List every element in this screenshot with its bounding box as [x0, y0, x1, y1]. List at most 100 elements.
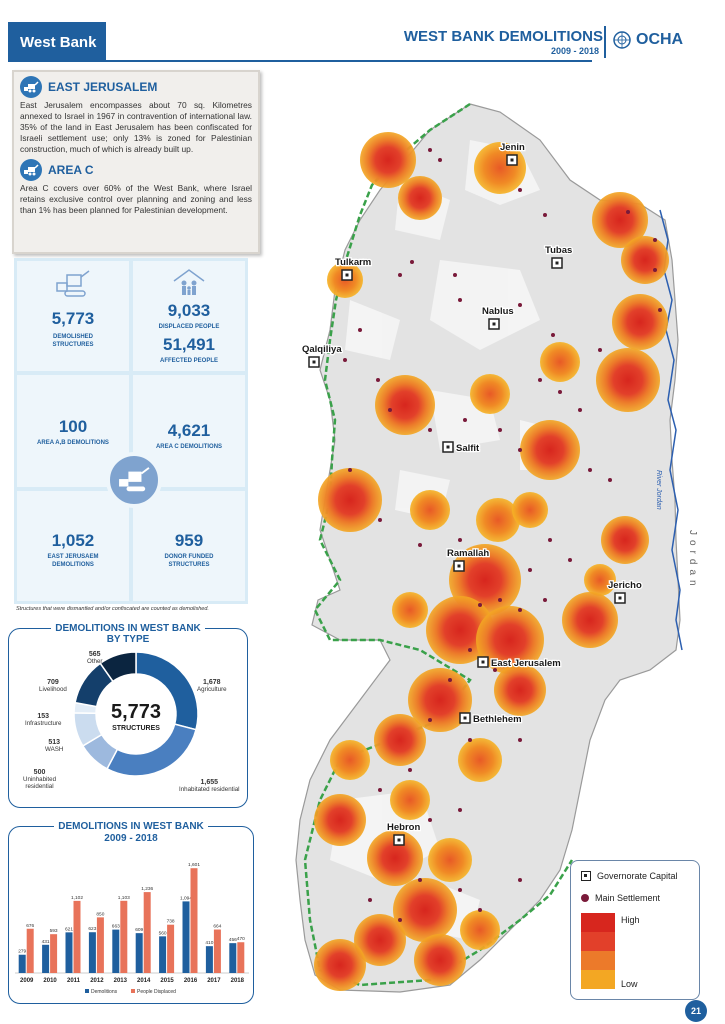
stat-displaced: 9,033 DISPLACED PEOPLE 51,491 AFFECTED P…	[133, 261, 245, 371]
bar-value-label: 431	[42, 939, 50, 945]
city-tulkarm: Tulkarm	[334, 256, 373, 281]
bar-demolitions	[205, 946, 213, 973]
bar-displaced	[237, 942, 245, 973]
stat-label: AREA C DEMOLITIONS	[155, 444, 223, 450]
donut-center-label: STRUCTURES	[112, 725, 160, 732]
un-emblem-icon	[613, 31, 631, 49]
bar-demolitions	[159, 936, 167, 973]
city-ramallah: Ramallah	[446, 547, 491, 572]
stats-grid: 5,773 DEMOLISHED STRUCTURES 9,033 DISPLA…	[14, 258, 248, 604]
legend-capital: Governorate Capital	[581, 871, 678, 881]
bar-value-label: 621	[65, 926, 73, 932]
bulldozer-icon	[20, 159, 42, 181]
svg-text:Bethlehem: Bethlehem	[473, 714, 522, 725]
bar-value-label: 279	[18, 949, 26, 955]
svg-text:Tulkarm: Tulkarm	[335, 257, 371, 268]
bar-value-label: 664	[213, 924, 221, 930]
bar-displaced	[50, 934, 58, 973]
bar-value-label: 850	[96, 911, 104, 917]
bar-tick-label: 2017	[207, 978, 221, 984]
stat-value: 5,773	[51, 309, 95, 328]
green-line	[303, 102, 574, 987]
bar-value-label: 470	[237, 936, 245, 942]
legend-low: Low	[621, 979, 638, 989]
slice-label-agriculture: 1,678 Agriculture	[197, 679, 227, 693]
bar-value-label: 1,103	[118, 895, 130, 901]
bar-value-label: 676	[26, 923, 34, 929]
donut-chart	[73, 651, 199, 777]
slice-label-infrastructure: 153 Infrastructure	[25, 713, 62, 727]
east-jerusalem-text: East Jerusalem encompasses about 70 sq. …	[20, 100, 252, 154]
svg-text:Jenin: Jenin	[500, 142, 525, 153]
svg-text:Qalqiliya: Qalqiliya	[302, 344, 342, 355]
svg-text:Ramallah: Ramallah	[447, 548, 489, 559]
stat-demolished: 5,773 DEMOLISHED STRUCTURES	[17, 261, 129, 371]
page-subtitle: 2009 - 2018	[550, 46, 599, 56]
bar-demolitions	[135, 933, 143, 973]
bar-demolitions	[88, 932, 96, 973]
stat-label: DISPLACED PEOPLE	[158, 324, 220, 330]
bar-tick-label: 2009	[20, 978, 34, 984]
slice-label-livelihood: 709 Livelihood	[39, 679, 67, 693]
stat-value: 959	[174, 531, 204, 550]
bar-legend-label: Demolitions	[91, 989, 118, 995]
city-jericho: Jericho	[607, 579, 643, 604]
city-salfit: Salfit	[442, 441, 481, 455]
city-bethlehem: Bethlehem	[459, 712, 523, 726]
jordan-river	[659, 209, 683, 651]
bar-tick-label: 2013	[114, 978, 128, 984]
svg-text:Salfit: Salfit	[456, 443, 480, 454]
bar-displaced	[96, 917, 104, 973]
slice-label-uninhabited: 500 Uninhabited residential	[23, 769, 57, 790]
donut-center-value: 5,773	[110, 701, 162, 723]
ocha-logo: OCHA	[612, 30, 683, 50]
stat-label: DONOR FUNDED STRUCTURES	[164, 554, 214, 568]
bar-demolitions	[42, 944, 50, 973]
svg-text:East Jerusalem: East Jerusalem	[491, 658, 561, 669]
stat-value: 100	[58, 417, 88, 436]
bar-value-label: 609	[135, 927, 143, 933]
stat-label: AREA A,B DEMOLITIONS	[37, 440, 109, 446]
governorate-capitals: Jenin Tubas Tulkarm Nablus Qalqiliya Salfit Ra…	[301, 141, 643, 846]
bar-value-label: 593	[50, 928, 58, 934]
square-marker-icon	[581, 871, 591, 881]
area-c-title: AREA C	[48, 163, 94, 177]
country-label: Jordan	[687, 530, 698, 591]
bar-value-label: 738	[167, 919, 175, 925]
bar-title: DEMOLITIONS IN WEST BANK	[9, 821, 253, 832]
bar-tick-label: 2015	[160, 978, 174, 984]
stat-label: DEMOLISHED STRUCTURES	[52, 334, 94, 348]
map-legend: Governorate Capital Main Settlement High…	[570, 860, 700, 1000]
stat-area-c: 4,621 AREA C DEMOLITIONS	[133, 375, 245, 487]
bar-value-label: 1,601	[188, 862, 200, 868]
stat-label: AFFECTED PEOPLE	[159, 358, 218, 364]
slice-label-inhabited: 1,655 Inhabitated residential	[179, 779, 240, 793]
donut-subtitle: BY TYPE	[9, 634, 247, 645]
legend-high: High	[621, 915, 640, 925]
page-title: WEST BANK DEMOLITIONS	[403, 28, 603, 45]
bar-subtitle: 2009 - 2018	[9, 833, 253, 844]
bar-displaced	[190, 868, 198, 973]
area-c-heading: AREA C	[20, 159, 252, 181]
area-c-text: Area C covers over 60% of the West Bank,…	[20, 183, 252, 215]
stat-donor: 959 DONOR FUNDED STRUCTURES	[133, 491, 245, 601]
bar-tick-label: 2011	[67, 978, 81, 984]
stats-footnote: Structures that were dismantled and/or c…	[16, 606, 209, 612]
bar-value-label: 456	[229, 937, 237, 943]
demolition-hotspots	[314, 132, 669, 991]
bar-value-label: 663	[112, 924, 120, 930]
bar-displaced	[143, 892, 151, 973]
svg-text:Tubas: Tubas	[545, 245, 572, 256]
page-number: 21	[685, 1000, 707, 1022]
bar-tick-label: 2014	[137, 978, 151, 984]
city-qalqiliya: Qalqiliya	[301, 343, 344, 368]
bulldozer-icon	[56, 270, 90, 297]
bar-demolitions	[65, 932, 73, 973]
bar-tick-label: 2012	[90, 978, 104, 984]
bar-value-label: 623	[88, 926, 96, 932]
bar-value-label: 1,094	[180, 895, 192, 901]
stat-value: 9,033	[167, 301, 211, 320]
city-hebron: Hebron	[386, 821, 422, 846]
info-box: EAST JERUSALEM East Jerusalem encompasse…	[12, 70, 260, 254]
